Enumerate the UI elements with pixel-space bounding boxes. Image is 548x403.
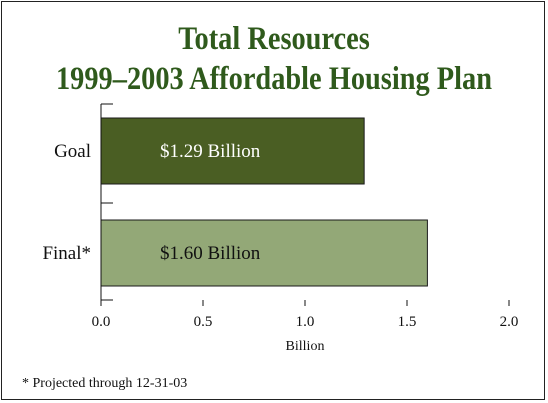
category-label: Goal (54, 141, 91, 162)
x-tick-label: 0.5 (194, 314, 213, 330)
x-tick-label: 2.0 (500, 314, 519, 330)
footnote: * Projected through 12-31-03 (22, 376, 188, 391)
data-label: $1.60 Billion (160, 243, 261, 264)
category-label: Final* (42, 243, 91, 264)
x-axis-label: Billion (286, 339, 325, 354)
x-tick-label: 1.5 (398, 314, 417, 330)
chart-title-line-1: Total Resources (178, 21, 370, 57)
x-tick-label: 0.0 (92, 314, 111, 330)
x-tick-label: 1.0 (296, 314, 315, 330)
data-label: $1.29 Billion (160, 141, 261, 162)
chart-title-line-2: 1999–2003 Affordable Housing Plan (55, 61, 492, 97)
bar-final (100, 219, 428, 287)
